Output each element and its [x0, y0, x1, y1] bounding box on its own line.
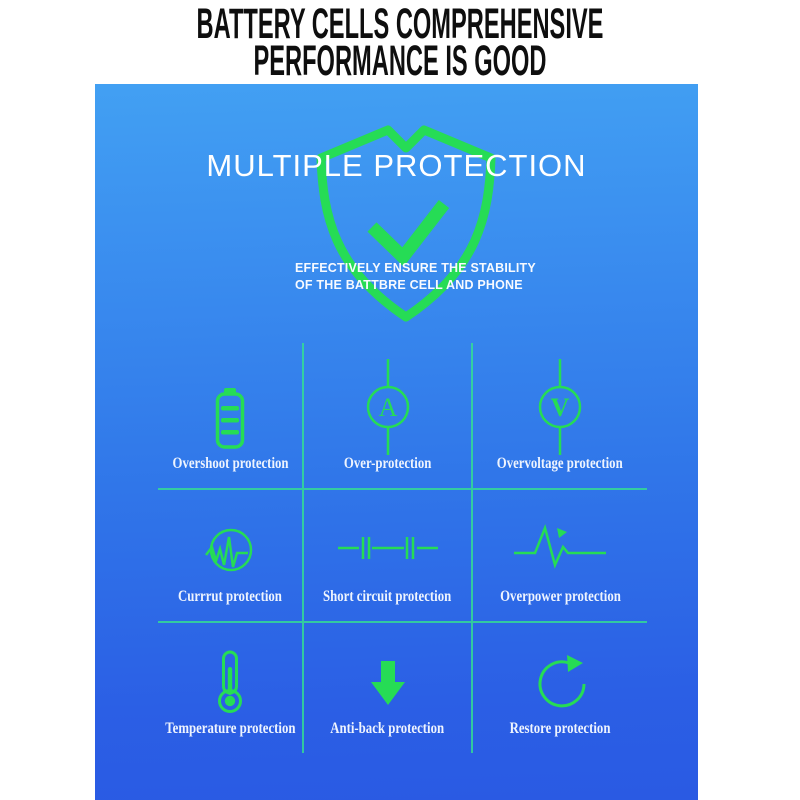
page-title: BATTERY CELLS COMPREHENSIVE PERFORMANCE … [0, 0, 800, 85]
thermometer-icon [218, 650, 242, 713]
promo-panel: MULTIPLE PROTECTION EFFECTIVELY ENSURE T… [95, 84, 698, 800]
title-line-1: BATTERY CELLS COMPREHENSIVE [196, 0, 604, 48]
features-grid: Overshoot protection A Over-protection V [158, 343, 647, 753]
feature-label: Restore protection [509, 720, 611, 737]
voltmeter-letter: V [551, 393, 570, 422]
restore-arrow-icon [538, 655, 586, 708]
anti-back-arrow-icon [370, 661, 405, 705]
title-line-2: PERFORMANCE IS GOOD [253, 37, 547, 85]
ammeter-icon: A [366, 359, 409, 455]
hero-subtitle: EFFECTIVELY ENSURE THE STABILITY OF THE … [295, 260, 536, 294]
subtitle-line-1: EFFECTIVELY ENSURE THE STABILITY [295, 261, 536, 275]
feature-label: Anti-back protection [330, 720, 445, 737]
feature-cell-overpower: Overpower protection [473, 490, 647, 623]
feature-label: Over-protection [343, 455, 432, 472]
shield-check-icon [316, 125, 496, 322]
current-wave-icon [205, 528, 253, 572]
overpower-wave-icon [514, 524, 606, 569]
short-circuit-icon [337, 537, 438, 559]
feature-cell-restore: Restore protection [473, 623, 647, 753]
feature-cell-over-protection: A Over-protection [304, 343, 473, 490]
battery-icon [215, 388, 245, 449]
feature-label: Currrut protection [178, 588, 282, 605]
subtitle-line-2: OF THE BATTBRE CELL AND PHONE [295, 278, 523, 292]
feature-cell-temperature: Temperature protection [158, 623, 304, 753]
feature-cell-current: Currrut protection [158, 490, 304, 623]
check-mark-icon [367, 200, 450, 267]
feature-cell-overvoltage: V Overvoltage protection [473, 343, 647, 490]
feature-label: Overvoltage protection [497, 455, 623, 472]
feature-label: Overpower protection [499, 588, 621, 605]
feature-cell-overshoot: Overshoot protection [158, 343, 304, 490]
feature-cell-short-circuit: Short circuit protection [304, 490, 473, 623]
feature-label: Overshoot protection [172, 455, 289, 472]
feature-label: Temperature protection [164, 720, 296, 737]
feature-label: Short circuit protection [323, 588, 452, 605]
feature-cell-anti-back: Anti-back protection [304, 623, 473, 753]
voltmeter-icon: V [538, 359, 582, 455]
shield-outline [316, 125, 496, 322]
ammeter-letter: A [378, 393, 397, 422]
hero-heading: MULTIPLE PROTECTION [206, 148, 587, 183]
